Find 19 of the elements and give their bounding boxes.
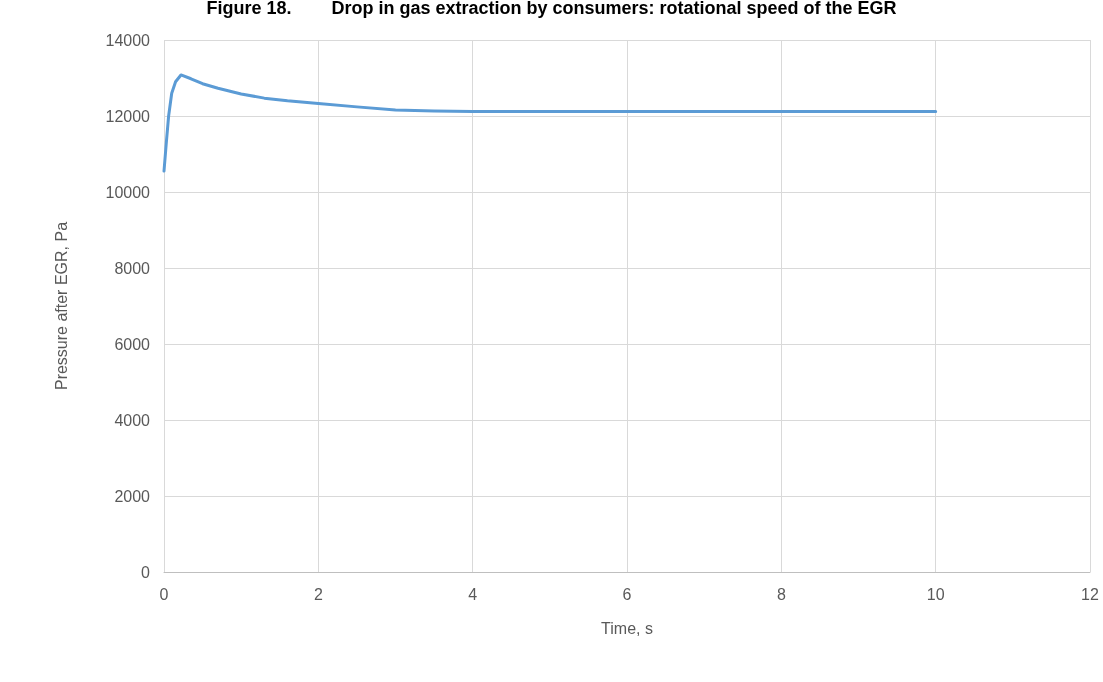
y-tick-label: 0 bbox=[141, 563, 151, 581]
x-tick-label: 4 bbox=[468, 585, 478, 603]
x-tick-label: 8 bbox=[776, 585, 786, 603]
y-axis-title: Pressure after EGR, Pa bbox=[52, 221, 70, 391]
y-tick-label: 6000 bbox=[114, 335, 151, 353]
y-tick-label: 12000 bbox=[105, 107, 151, 125]
y-tick-label: 2000 bbox=[114, 487, 151, 505]
y-tick-label: 4000 bbox=[114, 411, 151, 429]
x-tick-label: 0 bbox=[159, 585, 169, 603]
x-tick-label: 6 bbox=[622, 585, 632, 603]
y-tick-label: 8000 bbox=[114, 259, 151, 277]
x-tick-label: 12 bbox=[1081, 585, 1099, 603]
y-tick-label: 10000 bbox=[105, 183, 151, 201]
line-series bbox=[162, 73, 938, 173]
y-tick-label: 14000 bbox=[105, 31, 151, 49]
chart-title: Figure 18. Drop in gas extraction by consumers: rotational speed of the EGR bbox=[206, 0, 897, 18]
x-axis-title: Time, s bbox=[601, 619, 653, 637]
x-tick-label: 2 bbox=[313, 585, 323, 603]
x-tick-label: 10 bbox=[926, 585, 945, 603]
